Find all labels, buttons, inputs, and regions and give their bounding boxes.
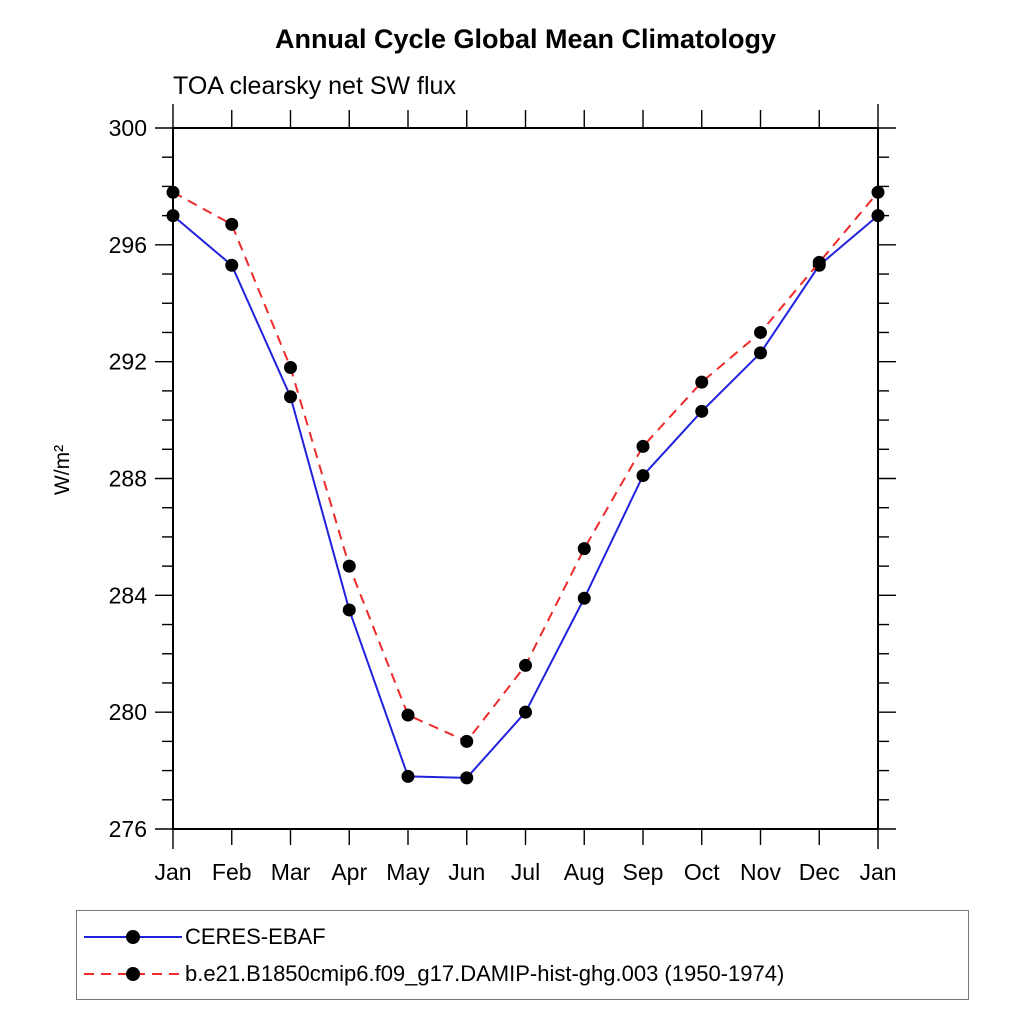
legend-swatch-model <box>84 967 182 981</box>
svg-text:Jun: Jun <box>448 859 485 885</box>
svg-text:Nov: Nov <box>740 859 781 885</box>
svg-text:Jul: Jul <box>511 859 540 885</box>
legend-label-ceres: CERES-EBAF <box>185 924 326 949</box>
legend-item-ceres: CERES-EBAF <box>77 924 968 949</box>
legend-item-model: b.e21.B1850cmip6.f09_g17.DAMIP-hist-ghg.… <box>77 961 968 986</box>
svg-text:276: 276 <box>109 816 147 842</box>
x-axis-tick-labels: Jan Feb Mar Apr May Jun Jul Aug Sep Oct Nov Dec Jan <box>154 859 896 885</box>
svg-text:280: 280 <box>109 699 147 725</box>
series-ceres-ebaf <box>166 209 885 785</box>
svg-text:Oct: Oct <box>684 859 720 885</box>
legend-swatch-marker <box>126 930 140 944</box>
svg-text:Feb: Feb <box>212 859 252 885</box>
chart-title: Annual Cycle Global Mean Climatology <box>274 24 777 54</box>
svg-text:Apr: Apr <box>331 859 367 885</box>
plot-frame <box>172 127 879 830</box>
legend: CERES-EBAF b.e21.B1850cmip6.f09_g17.DAMI… <box>76 910 969 1000</box>
y-axis-tick-labels: 276 280 284 288 292 296 300 <box>109 115 148 842</box>
svg-text:288: 288 <box>109 466 147 492</box>
svg-text:284: 284 <box>109 582 148 608</box>
svg-text:Sep: Sep <box>623 859 664 885</box>
x-axis-ticks <box>172 104 879 849</box>
legend-label-model: b.e21.B1850cmip6.f09_g17.DAMIP-hist-ghg.… <box>185 961 785 986</box>
svg-text:Mar: Mar <box>271 859 311 885</box>
svg-text:May: May <box>386 859 430 885</box>
legend-swatch-marker <box>126 967 140 981</box>
svg-text:Dec: Dec <box>799 859 840 885</box>
chart-subtitle: TOA clearsky net SW flux <box>173 72 456 100</box>
legend-swatch-ceres <box>84 930 182 944</box>
svg-text:Jan: Jan <box>154 859 191 885</box>
svg-text:292: 292 <box>109 349 147 375</box>
svg-text:Jan: Jan <box>859 859 896 885</box>
series-model <box>166 185 885 748</box>
svg-text:300: 300 <box>109 115 147 141</box>
y-axis-ticks <box>155 127 896 830</box>
svg-text:Aug: Aug <box>564 859 605 885</box>
svg-text:296: 296 <box>109 232 147 258</box>
